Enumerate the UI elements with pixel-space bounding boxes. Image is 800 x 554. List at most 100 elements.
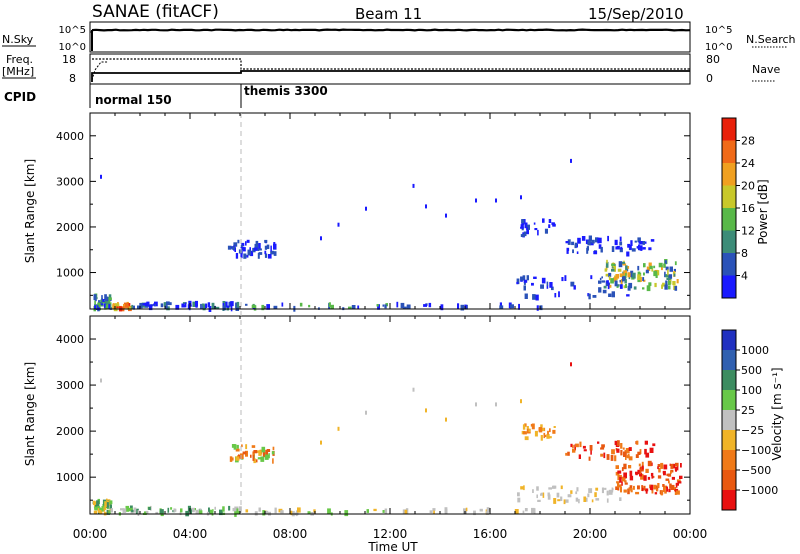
scatter-cell [576, 251, 579, 254]
scatter-cell [625, 265, 628, 272]
scatter-cell [601, 280, 606, 283]
scatter-cell [258, 507, 261, 512]
scatter-cell [202, 304, 206, 311]
scatter-cell [330, 304, 334, 309]
scatter-cell [595, 498, 600, 501]
scatter-cell [100, 299, 103, 303]
colorbar-segment [722, 350, 736, 371]
scatter-cell [222, 303, 225, 307]
nsky-trace [91, 28, 691, 32]
scatter-cell [663, 263, 666, 268]
scatter-cell [560, 485, 563, 490]
scatter-cell [609, 284, 612, 288]
scatter-cell [636, 246, 639, 249]
scatter-cell [96, 305, 99, 309]
scatter-cell [615, 274, 620, 279]
scatter-cell [656, 488, 659, 492]
velocity-colorbar-label: Velocity [m s⁻¹] [770, 367, 784, 460]
scatter-cell [175, 304, 180, 310]
scatter-cell [250, 250, 254, 257]
nave-trace [92, 58, 690, 70]
scatter-cell [235, 253, 239, 259]
scatter-cell [595, 487, 599, 491]
colorbar-segment [722, 185, 736, 209]
scatter-cell [651, 490, 654, 494]
scatter-cell [634, 240, 637, 243]
scatter-cell [657, 270, 660, 276]
scatter-cell [636, 440, 639, 445]
scatter-cell [270, 250, 275, 255]
scatter-cell [614, 239, 618, 246]
scatter-cell [233, 444, 237, 450]
scatter-cell [588, 456, 591, 461]
scatter-cell [258, 450, 262, 456]
scatter-cell [587, 493, 590, 498]
scatter-cell [670, 463, 674, 469]
scatter-cell [97, 302, 101, 308]
scatter-cell [620, 443, 623, 449]
y-tick-label: 3000 [56, 379, 84, 392]
scatter-cell [373, 508, 377, 512]
scatter-cell [638, 244, 640, 251]
scatter-cell [588, 235, 592, 242]
scatter-cell [675, 483, 678, 488]
scatter-cell [654, 492, 658, 495]
scatter-cell [620, 246, 623, 250]
scatter-cell [662, 484, 665, 487]
scatter-cell [290, 510, 293, 516]
scatter-cell [605, 265, 608, 271]
colorbar-segment [722, 370, 736, 391]
scatter-cell [668, 480, 670, 484]
scatter-cell [266, 304, 270, 310]
scatter-cell [619, 236, 622, 242]
nsearch-tick-high: 10^5 [705, 25, 732, 36]
scatter-point [100, 174, 102, 179]
scatter-cell [473, 510, 476, 516]
x-tick-label: 16:00 [473, 527, 508, 541]
scatter-cell [619, 247, 623, 253]
scatter-cell [366, 509, 369, 513]
scatter-cell [266, 449, 271, 452]
scatter-cell [227, 245, 232, 250]
scatter-cell [603, 285, 607, 289]
scatter-cell [591, 239, 595, 244]
scatter-cell [667, 473, 672, 477]
scatter-cell [570, 281, 575, 287]
scatter-cell [600, 246, 603, 253]
power-colorbar: 4 8 12 16 20 24 28 [721, 117, 755, 299]
scatter-cell [108, 294, 112, 300]
scatter-cell [444, 507, 448, 513]
scatter-cell [588, 293, 591, 300]
scatter-cell [645, 468, 649, 473]
nsearch-label: N.Search [746, 33, 796, 46]
scatter-cell [617, 470, 622, 474]
scatter-cell [238, 455, 242, 459]
scatter-cell [267, 254, 272, 259]
scatter-cell [593, 251, 598, 255]
scatter-cell [522, 275, 526, 281]
scatter-cell [235, 305, 239, 311]
scatter-cell [166, 301, 170, 306]
scatter-cell [272, 446, 275, 451]
scatter-cell [460, 304, 465, 311]
scatter-cell [601, 444, 605, 448]
scatter-cell [578, 498, 580, 504]
velocity-panel: 1000 2000 3000 4000 Slant Range [km] 1000 50… [23, 315, 784, 517]
scatter-cell [599, 237, 602, 244]
scatter-point [425, 204, 427, 209]
scatter-cell [142, 303, 146, 306]
scatter-cell [253, 247, 258, 251]
scatter-cell [594, 492, 597, 498]
scatter-cell [93, 294, 97, 301]
scatter-cell [608, 272, 612, 278]
scatter-cell [148, 507, 151, 510]
scatter-cell [673, 273, 676, 277]
scatter-cell [547, 494, 551, 500]
scatter-cell [192, 301, 196, 307]
colorbar-tick-label: 4 [741, 270, 748, 283]
scatter-cell [327, 508, 331, 514]
scatter-cell [348, 306, 352, 309]
scatter-cell [523, 231, 527, 237]
scatter-cell [402, 509, 407, 515]
scatter-cell [663, 487, 666, 492]
